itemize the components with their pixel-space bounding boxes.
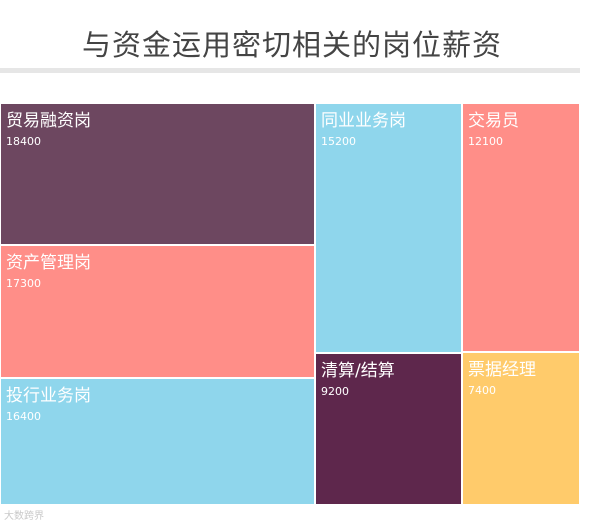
treemap-tile: 资产管理岗 17300 (0, 245, 315, 378)
treemap-tile: 贸易融资岗 18400 (0, 103, 315, 245)
tile-label: 清算/结算 (321, 361, 395, 381)
treemap-chart: 贸易融资岗 18400 资产管理岗 17300 投行业务岗 16400 同业业务岗 15200… (0, 103, 580, 505)
treemap-tile: 票据经理 7400 (462, 352, 580, 505)
treemap-tile: 同业业务岗 15200 (315, 103, 462, 353)
title-divider (0, 68, 580, 73)
watermark: 大数跨界 (4, 511, 44, 522)
tile-label: 交易员 (468, 111, 519, 131)
tile-value: 7400 (468, 384, 496, 397)
tile-value: 16400 (6, 410, 41, 423)
chart-title: 与资金运用密切相关的岗位薪资 (81, 28, 502, 62)
treemap-tile: 投行业务岗 16400 (0, 378, 315, 505)
tile-value: 12100 (468, 135, 503, 148)
tile-value: 17300 (6, 277, 41, 290)
tile-label: 投行业务岗 (6, 386, 91, 406)
tile-value: 9200 (321, 385, 349, 398)
tile-label: 资产管理岗 (6, 253, 91, 273)
tile-label: 同业业务岗 (321, 111, 406, 131)
tile-label: 票据经理 (468, 360, 536, 380)
treemap-tile: 清算/结算 9200 (315, 353, 462, 505)
tile-value: 15200 (321, 135, 356, 148)
tile-label: 贸易融资岗 (6, 111, 91, 131)
tile-value: 18400 (6, 135, 41, 148)
treemap-tile: 交易员 12100 (462, 103, 580, 352)
